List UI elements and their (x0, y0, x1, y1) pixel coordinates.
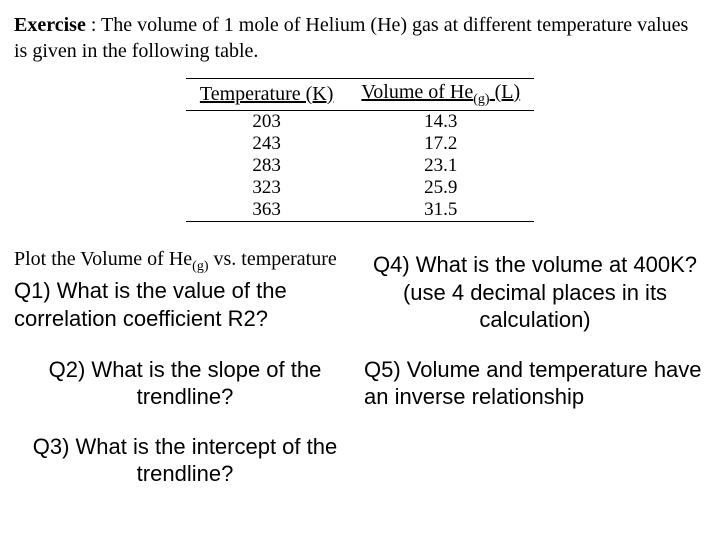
question-empty (364, 433, 706, 488)
plot-instruction-pre: Plot the Volume of He (14, 248, 192, 270)
col-header-volume: Volume of He(g) (L) (347, 79, 534, 111)
question-4: Q4) What is the volume at 400K? (use 4 d… (364, 251, 706, 334)
exercise-separator: : (86, 14, 101, 36)
data-table-container: Temperature (K) Volume of He(g) (L) 203 … (14, 78, 706, 222)
cell-vol: 23.1 (347, 155, 534, 177)
plot-instruction-post: vs. temperature (208, 248, 336, 270)
exercise-label: Exercise (14, 14, 86, 36)
helium-data-table: Temperature (K) Volume of He(g) (L) 203 … (186, 78, 534, 222)
question-2: Q2) What is the slope of the trendline? (14, 356, 356, 411)
col-header-volume-sub: (g) (473, 92, 489, 107)
exercise-header: Exercise : The volume of 1 mole of Heliu… (14, 12, 706, 64)
table-row: 243 17.2 (186, 133, 534, 155)
cell-vol: 17.2 (347, 133, 534, 155)
col-header-volume-pre: Volume of He (361, 81, 473, 103)
table-row: 323 25.9 (186, 177, 534, 199)
cell-vol: 25.9 (347, 177, 534, 199)
question-5: Q5) Volume and temperature have an inver… (364, 356, 706, 411)
cell-temp: 203 (186, 111, 348, 134)
col-header-volume-post: (L) (490, 81, 521, 103)
question-1: Q1) What is the value of the correlation… (14, 277, 356, 334)
cell-temp: 363 (186, 199, 348, 222)
cell-vol: 14.3 (347, 111, 534, 134)
question-3: Q3) What is the intercept of the trendli… (14, 433, 356, 488)
table-row: 363 31.5 (186, 199, 534, 222)
questions-grid: Q1) What is the value of the correlation… (14, 277, 706, 488)
exercise-text: The volume of 1 mole of Helium (He) gas … (14, 14, 688, 62)
plot-instruction-sub: (g) (192, 259, 208, 274)
cell-vol: 31.5 (347, 199, 534, 222)
cell-temp: 243 (186, 133, 348, 155)
col-header-temperature: Temperature (K) (186, 79, 348, 111)
cell-temp: 283 (186, 155, 348, 177)
table-row: 283 23.1 (186, 155, 534, 177)
table-row: 203 14.3 (186, 111, 534, 134)
cell-temp: 323 (186, 177, 348, 199)
